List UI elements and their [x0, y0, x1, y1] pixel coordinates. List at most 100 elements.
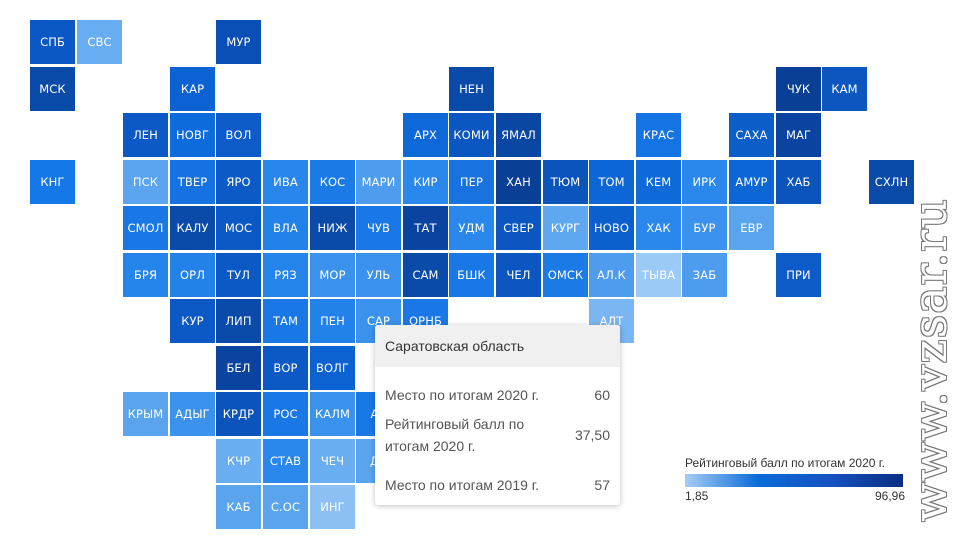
tooltip-value: 37,50	[574, 427, 610, 443]
watermark-text: www.vzsar.ru	[903, 198, 957, 522]
tooltip-label: Рейтинговый балл по итогам 2020 г.	[385, 416, 525, 454]
region-tile-спб[interactable]: СПБ	[30, 20, 75, 64]
region-tile-ямал[interactable]: ЯМАЛ	[496, 113, 541, 157]
region-tile-хак[interactable]: ХАК	[636, 206, 681, 250]
region-tile-ива[interactable]: ИВА	[263, 160, 308, 204]
legend-max: 96,96	[874, 489, 905, 503]
region-tile-мор[interactable]: МОР	[310, 253, 355, 297]
region-tile-чув[interactable]: ЧУВ	[356, 206, 401, 250]
region-tile-кар[interactable]: КАР	[170, 67, 215, 111]
region-tile-кург[interactable]: КУРГ	[543, 206, 588, 250]
region-tile-кем[interactable]: КЕМ	[636, 160, 681, 204]
region-tile-при[interactable]: ПРИ	[776, 253, 821, 297]
region-tile-инг[interactable]: ИНГ	[310, 485, 355, 529]
region-tile-бур[interactable]: БУР	[682, 206, 727, 250]
tooltip-label: Место по итогам 2020 г.	[385, 387, 540, 403]
region-tile-кам[interactable]: КАМ	[822, 67, 867, 111]
region-tile-свер[interactable]: СВЕР	[496, 206, 541, 250]
region-tile-коми[interactable]: КОМИ	[449, 113, 494, 157]
region-tile-свс[interactable]: СВС	[77, 20, 122, 64]
region-tile-рос[interactable]: РОС	[263, 392, 308, 436]
region-tile-сос[interactable]: С.ОС	[263, 485, 308, 529]
region-tile-схлн[interactable]: СХЛН	[869, 160, 914, 204]
tooltip-value: 57	[594, 477, 610, 493]
region-tile-чук[interactable]: ЧУК	[776, 67, 821, 111]
region-tile-чел[interactable]: ЧЕЛ	[496, 253, 541, 297]
region-tile-тыва[interactable]: ТЫВА	[636, 253, 681, 297]
region-tile-удм[interactable]: УДМ	[449, 206, 494, 250]
region-tile-заб[interactable]: ЗАБ	[682, 253, 727, 297]
region-tile-бел[interactable]: БЕЛ	[216, 346, 261, 390]
region-tile-кур[interactable]: КУР	[170, 299, 215, 343]
region-tile-мск[interactable]: МСК	[30, 67, 75, 111]
region-tile-крдр[interactable]: КРДР	[216, 392, 261, 436]
region-tile-бря[interactable]: БРЯ	[123, 253, 168, 297]
region-tile-маг[interactable]: МАГ	[776, 113, 821, 157]
legend-title: Рейтинговый балл по итогам 2020 г.	[685, 456, 886, 470]
region-tile-кир[interactable]: КИР	[403, 160, 448, 204]
region-tile-ряз[interactable]: РЯЗ	[263, 253, 308, 297]
region-tile-ирк[interactable]: ИРК	[682, 160, 727, 204]
region-tile-хан[interactable]: ХАН	[496, 160, 541, 204]
region-tile-став[interactable]: СТАВ	[263, 439, 308, 483]
region-tile-омск[interactable]: ОМСК	[543, 253, 588, 297]
region-tile-пер[interactable]: ПЕР	[449, 160, 494, 204]
tooltip-row-place-2020: Место по итогам 2020 г. 60	[385, 375, 610, 415]
tooltip-title: Саратовская область	[375, 325, 620, 367]
region-tile-лен[interactable]: ЛЕН	[123, 113, 168, 157]
region-tile-ново[interactable]: НОВО	[589, 206, 634, 250]
region-tile-мос[interactable]: МОС	[216, 206, 261, 250]
region-tile-чеч[interactable]: ЧЕЧ	[310, 439, 355, 483]
region-tile-бшк[interactable]: БШК	[449, 253, 494, 297]
region-tile-мур[interactable]: МУР	[216, 20, 261, 64]
region-tile-сам[interactable]: САМ	[403, 253, 448, 297]
region-tile-тюм[interactable]: ТЮМ	[543, 160, 588, 204]
region-tile-калу[interactable]: КАЛУ	[170, 206, 215, 250]
region-tile-крас[interactable]: КРАС	[636, 113, 681, 157]
region-tile-смол[interactable]: СМОЛ	[123, 206, 168, 250]
region-tile-орл[interactable]: ОРЛ	[170, 253, 215, 297]
legend-range: 1,85 96,96	[685, 489, 905, 503]
region-tile-адыг[interactable]: АДЫГ	[170, 392, 215, 436]
legend-gradient-bar	[685, 474, 903, 487]
region-tile-том[interactable]: ТОМ	[589, 160, 634, 204]
region-tile-евр[interactable]: ЕВР	[729, 206, 774, 250]
region-tile-вла[interactable]: ВЛА	[263, 206, 308, 250]
region-tile-там[interactable]: ТАМ	[263, 299, 308, 343]
region-tile-волг[interactable]: ВОЛГ	[310, 346, 355, 390]
legend-min: 1,85	[685, 489, 709, 503]
region-tile-твер[interactable]: ТВЕР	[170, 160, 215, 204]
tooltip-row-place-2019: Место по итогам 2019 г. 57	[385, 465, 610, 505]
region-tile-нен[interactable]: НЕН	[449, 67, 494, 111]
region-tile-амур[interactable]: АМУР	[729, 160, 774, 204]
region-tile-новг[interactable]: НОВГ	[170, 113, 215, 157]
region-tile-вор[interactable]: ВОР	[263, 346, 308, 390]
region-tile-саха[interactable]: САХА	[729, 113, 774, 157]
region-tile-пск[interactable]: ПСК	[123, 160, 168, 204]
region-tile-ниж[interactable]: НИЖ	[310, 206, 355, 250]
region-tile-каб[interactable]: КАБ	[216, 485, 261, 529]
region-tile-калм[interactable]: КАЛМ	[310, 392, 355, 436]
region-tile-кнг[interactable]: КНГ	[30, 160, 75, 204]
region-tile-лип[interactable]: ЛИП	[216, 299, 261, 343]
region-tile-уль[interactable]: УЛЬ	[356, 253, 401, 297]
region-tooltip: Саратовская область Место по итогам 2020…	[375, 325, 620, 505]
region-tile-яро[interactable]: ЯРО	[216, 160, 261, 204]
region-tile-тул[interactable]: ТУЛ	[216, 253, 261, 297]
region-tile-алк[interactable]: АЛ.К	[589, 253, 634, 297]
region-tile-тат[interactable]: ТАТ	[403, 206, 448, 250]
tooltip-label: Место по итогам 2019 г.	[385, 477, 540, 493]
color-legend: Рейтинговый балл по итогам 2020 г. 1,85 …	[685, 456, 905, 503]
site-watermark: www.vzsar.ru	[903, 190, 957, 530]
region-tile-кчр[interactable]: КЧР	[216, 439, 261, 483]
tooltip-row-score-2020: Рейтинговый балл по итогам 2020 г. 37,50	[385, 413, 610, 457]
region-tile-кос[interactable]: КОС	[310, 160, 355, 204]
region-tile-вол[interactable]: ВОЛ	[216, 113, 261, 157]
region-tile-мари[interactable]: МАРИ	[356, 160, 401, 204]
region-tile-пен[interactable]: ПЕН	[310, 299, 355, 343]
tooltip-value: 60	[594, 387, 610, 403]
region-tile-крым[interactable]: КРЫМ	[123, 392, 168, 436]
region-tile-арх[interactable]: АРХ	[403, 113, 448, 157]
region-tile-хаб[interactable]: ХАБ	[776, 160, 821, 204]
